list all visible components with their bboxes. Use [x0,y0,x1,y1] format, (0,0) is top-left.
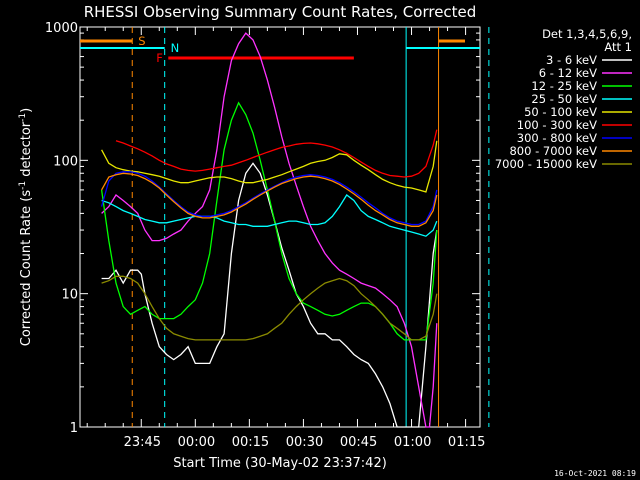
legend-label-7: 800 - 7000 keV [509,144,597,158]
y-tick-label: 10 [61,288,78,303]
legend-label-5: 100 - 300 keV [517,118,597,132]
y-label-superscript: -1 [18,113,28,122]
plot-frame [79,26,481,428]
y-label-part: Corrected Count Rate (s [19,190,34,347]
y-label-part: detector [19,121,34,181]
y-tick-label: 1000 [45,21,78,36]
x-tick-label: 00:00 [178,435,215,450]
y-axis-label: Corrected Count Rate (s-1 detector-1) [18,108,34,346]
marker-n-label: N [171,41,180,55]
series-line-5 [115,129,438,178]
x-tick-label: 23:45 [124,435,161,450]
legend-label-8: 7000 - 15000 keV [495,157,597,171]
y-label-part: ) [19,108,34,113]
x-tick-label: 01:15 [448,435,485,450]
legend-label-6: 300 - 800 keV [517,131,597,145]
series-line-1 [101,32,438,428]
y-axis: 1 10 100 1000 [45,21,480,436]
marker-s-label: S [138,34,145,48]
x-tick-label: 00:45 [340,435,377,450]
legend-label-0: 3 - 6 keV [546,53,597,67]
series-line-6 [100,171,438,226]
x-tick-label: 00:15 [232,435,269,450]
series-group [100,32,438,428]
x-tick-label: 00:30 [286,435,323,450]
y-tick-label: 100 [53,154,78,169]
legend-header-1: Det 1,3,4,5,6,9, [542,27,632,41]
x-axis: 23:45 00:00 00:15 00:30 00:45 01:00 01:15 [86,27,485,450]
legend-label-4: 50 - 100 keV [524,105,597,119]
series-line-7 [101,172,438,227]
legend-label-2: 12 - 25 keV [531,79,597,93]
x-tick-label: 01:00 [394,435,431,450]
x-axis-label: Start Time (30-May-02 23:37:42) [173,456,387,471]
y-label-superscript: -1 [18,181,28,190]
corner-timestamp: 16-Oct-2021 08:19 [554,469,636,478]
chart-title: RHESSI Observing Summary Count Rates, Co… [84,3,477,21]
series-line-4 [101,140,438,193]
series-line-0 [101,162,438,428]
legend-label-1: 6 - 12 keV [539,66,597,80]
series-line-8 [101,275,438,341]
y-tick-label: 1 [70,421,78,436]
time-markers: S NF [80,27,490,427]
legend-label-3: 25 - 50 keV [531,92,597,106]
marker-f-label: F [156,51,163,65]
series-line-3 [101,194,438,237]
legend-header-2: Att 1 [604,40,632,54]
